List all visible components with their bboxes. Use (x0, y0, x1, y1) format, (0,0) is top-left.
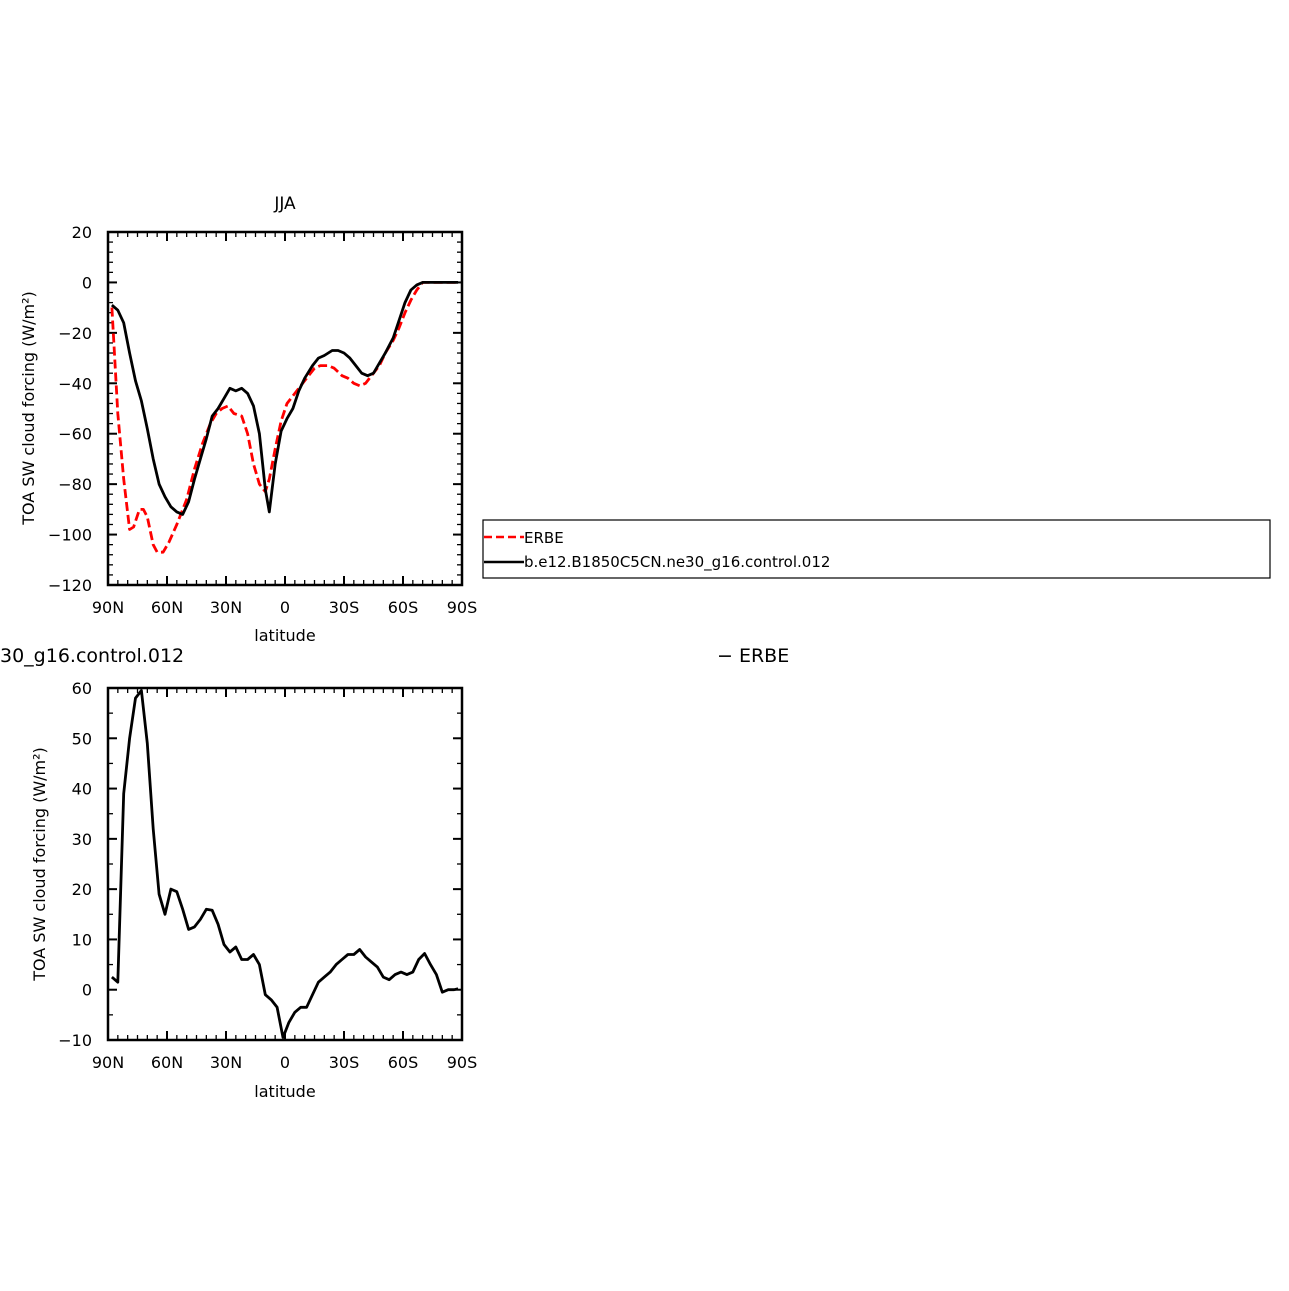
series-line-erbe (110, 281, 459, 554)
y-tick-label: −10 (58, 1031, 92, 1050)
x-tick-label: 90S (447, 1053, 478, 1072)
y-tick-label: 60 (72, 679, 92, 698)
series-line-model (110, 281, 459, 516)
top-axis-ticks (107, 231, 463, 586)
x-tick-label: 60N (151, 598, 183, 617)
series-line-difference (110, 689, 459, 1039)
y-tick-label: 20 (72, 223, 92, 242)
top-plot-frame (106, 230, 464, 587)
y-tick-label: −120 (48, 576, 92, 595)
bottom-x-axis-label: latitude (254, 1082, 315, 1101)
y-tick-label: 20 (72, 880, 92, 899)
legend-model-label: b.e12.B1850C5CN.ne30_g16.control.012 (524, 553, 830, 572)
x-tick-label: 0 (280, 1053, 290, 1072)
x-tick-label: 30S (329, 1053, 360, 1072)
top-series-group (110, 281, 459, 554)
bottom-tick-labels: 90N 60N 30N 0 30S 60S 90S 60 50 40 30 20 10 0 −10 (58, 679, 477, 1072)
bottom-title-fragment-left: 30_g16.control.012 (0, 645, 184, 667)
x-tick-label: 90N (92, 598, 124, 617)
bottom-y-axis-label: TOA SW cloud forcing (W/m²) (30, 747, 49, 982)
x-tick-label: 30N (210, 1053, 242, 1072)
y-tick-label: −100 (48, 526, 92, 545)
y-tick-label: −40 (58, 374, 92, 393)
top-title: JJA (273, 194, 296, 214)
legend: ERBE b.e12.B1850C5CN.ne30_g16.control.01… (482, 519, 1271, 579)
bottom-panel: 30_g16.control.012 − ERBE 90N 60N 30N 0 30S 6… (0, 645, 789, 1101)
y-tick-label: −60 (58, 425, 92, 444)
y-tick-label: −80 (58, 475, 92, 494)
top-tick-labels: 90N 60N 30N 0 30S 60S 90S 20 0 −20 −40 −60 −80 −100 −1… (48, 223, 477, 617)
top-x-axis-label: latitude (254, 626, 315, 645)
y-tick-label: −20 (58, 324, 92, 343)
x-tick-label: 60N (151, 1053, 183, 1072)
x-tick-label: 90N (92, 1053, 124, 1072)
y-tick-label: 30 (72, 830, 92, 849)
x-tick-label: 60S (388, 598, 419, 617)
legend-erbe-label: ERBE (524, 529, 564, 547)
y-tick-label: 10 (72, 930, 92, 949)
x-tick-label: 30S (329, 598, 360, 617)
bottom-plot-frame (106, 686, 464, 1042)
x-tick-label: 60S (388, 1053, 419, 1072)
bottom-axis-ticks (107, 687, 463, 1041)
y-tick-label: 0 (82, 273, 92, 292)
top-y-axis-label: TOA SW cloud forcing (W/m²) (19, 291, 38, 526)
y-tick-label: 40 (72, 780, 92, 799)
x-tick-label: 90S (447, 598, 478, 617)
top-panel: JJA 90N 60N 30N 0 30S 60S 90S 20 0 −20 −40 −60 −80 −1… (19, 194, 477, 645)
y-tick-label: 50 (72, 729, 92, 748)
x-tick-label: 30N (210, 598, 242, 617)
y-tick-label: 0 (82, 981, 92, 1000)
legend-box (482, 519, 1271, 579)
bottom-series-group (110, 689, 459, 1039)
bottom-title-fragment-right: − ERBE (717, 645, 789, 667)
x-tick-label: 0 (280, 598, 290, 617)
